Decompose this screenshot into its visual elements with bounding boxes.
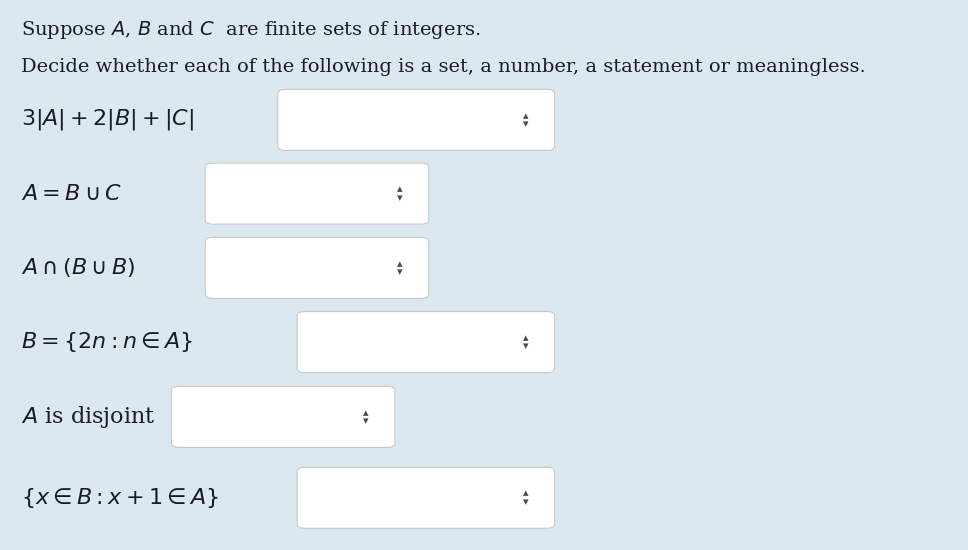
Text: ▴
▾: ▴ ▾ (397, 184, 403, 203)
Text: $\{x \in B : x + 1 \in A\}$: $\{x \in B : x + 1 \in A\}$ (21, 486, 220, 510)
FancyBboxPatch shape (278, 89, 555, 150)
FancyBboxPatch shape (297, 468, 555, 528)
Text: $B = \{2n : n \in A\}$: $B = \{2n : n \in A\}$ (21, 330, 194, 354)
FancyBboxPatch shape (205, 238, 429, 298)
Text: ▴
▾: ▴ ▾ (397, 258, 403, 277)
Text: $3|A| + 2|B| + |C|$: $3|A| + 2|B| + |C|$ (21, 107, 195, 133)
Text: ▴
▾: ▴ ▾ (523, 488, 529, 507)
FancyBboxPatch shape (205, 163, 429, 224)
Text: Decide whether each of the following is a set, a number, a statement or meaningl: Decide whether each of the following is … (21, 58, 866, 76)
Text: $A$ is disjoint: $A$ is disjoint (21, 404, 156, 430)
FancyBboxPatch shape (171, 386, 395, 448)
Text: Suppose $\mathit{A}$, $\mathit{B}$ and $\mathit{C}$  are finite sets of integers: Suppose $\mathit{A}$, $\mathit{B}$ and $… (21, 19, 481, 41)
Text: ▴
▾: ▴ ▾ (523, 111, 529, 129)
Text: ▴
▾: ▴ ▾ (363, 408, 369, 426)
Text: $A \cap (B \cup B)$: $A \cap (B \cup B)$ (21, 256, 136, 279)
Text: ▴
▾: ▴ ▾ (523, 333, 529, 351)
Text: $A = B \cup C$: $A = B \cup C$ (21, 183, 123, 205)
FancyBboxPatch shape (297, 311, 555, 373)
